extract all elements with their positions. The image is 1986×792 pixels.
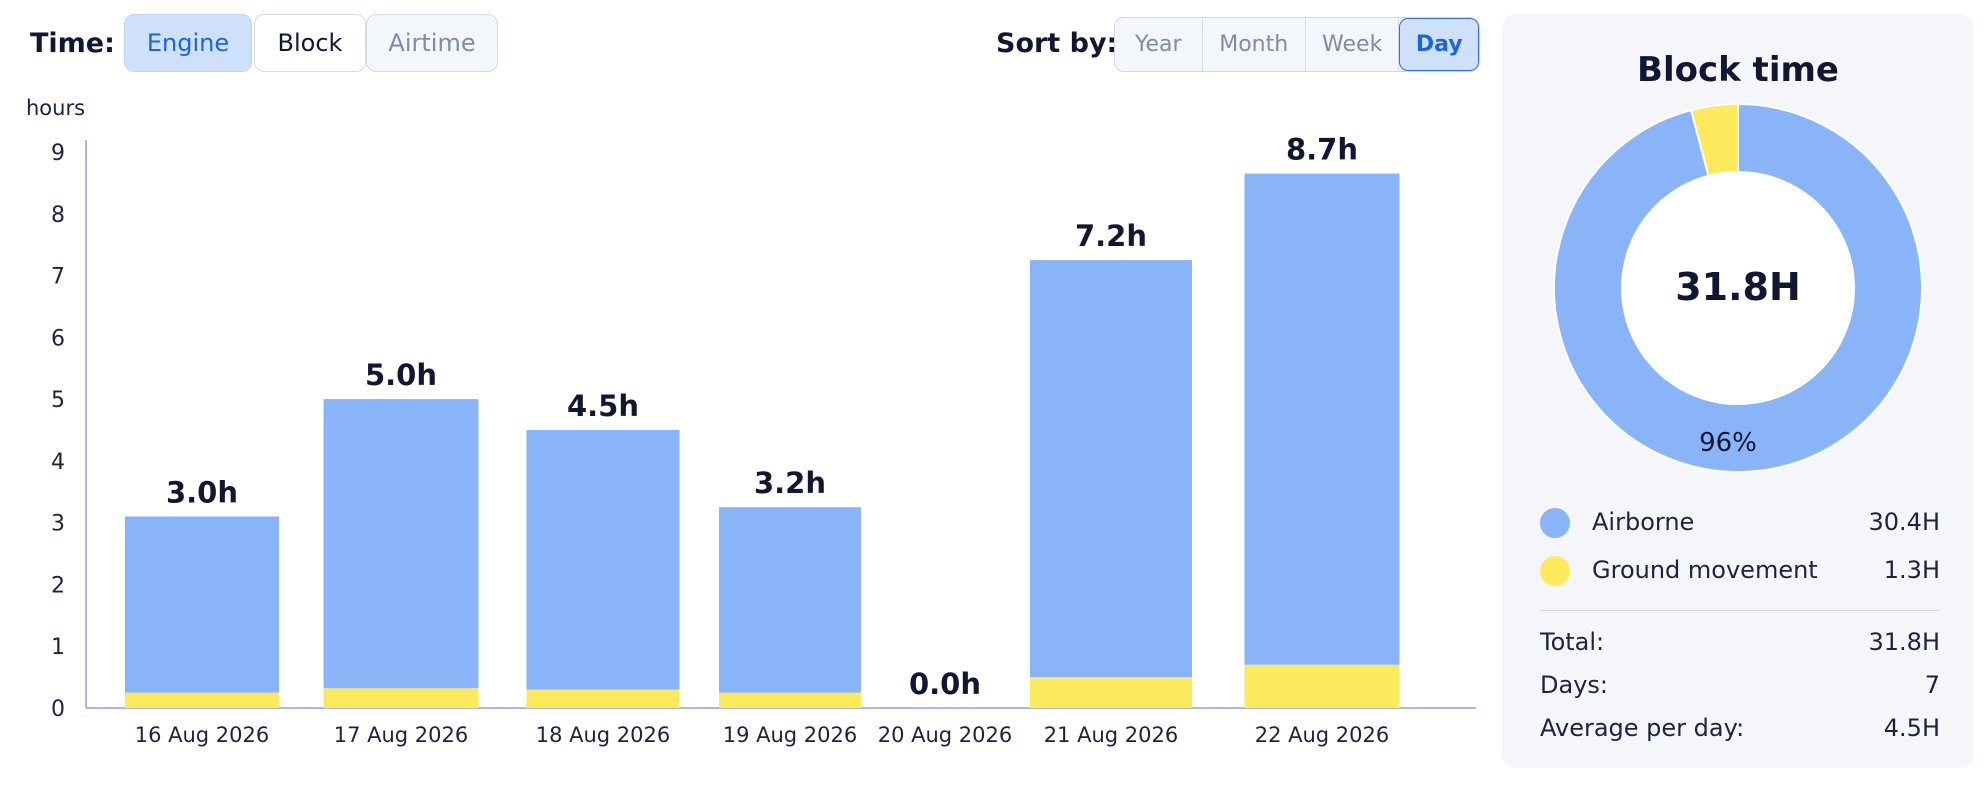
- summary-total-value: 31.8H: [1868, 628, 1940, 656]
- y-tick-label: 0: [51, 697, 65, 722]
- sort-by-label: Sort by:: [996, 28, 1118, 59]
- bar-data-label: 7.2h: [1075, 219, 1147, 253]
- donut-center-label: 31.8H: [1675, 265, 1801, 309]
- airtime-tab[interactable]: Airtime: [366, 14, 498, 72]
- donut-hole: [1623, 173, 1853, 403]
- bar-segment-ground-movement: [1030, 677, 1192, 708]
- y-tick-label: 8: [51, 203, 65, 228]
- block-time-donut-chart: 31.8H 96%: [1553, 102, 1923, 473]
- y-tick-label: 2: [51, 573, 65, 598]
- bar-segment-ground-movement: [719, 692, 861, 708]
- donut-slice-ground-movement: [1689, 102, 1739, 178]
- bar-data-label: 3.2h: [754, 466, 826, 500]
- x-tick-label: 21 Aug 2026: [1044, 723, 1179, 747]
- x-tick-label: 19 Aug 2026: [723, 723, 858, 747]
- y-tick-label: 7: [51, 265, 65, 290]
- daily-hours-bar-chart: hours 0 1 2 3 4 5 6 7 8 9 3.0h 16 Aug 2026 5.0h 17 Aug…: [26, 96, 1476, 747]
- x-tick-label: 20 Aug 2026: [878, 723, 1013, 747]
- ground-movement-swatch: [1540, 556, 1570, 586]
- y-tick-label: 3: [51, 512, 65, 537]
- donut-slice-percent-label: 96%: [1699, 428, 1757, 458]
- summary-total-label: Total:: [1540, 628, 1605, 656]
- bar-segment-ground-movement: [323, 688, 479, 708]
- bar-segment-airborne: [1244, 173, 1400, 665]
- legend-item-ground-movement: Ground movement 1.3H: [1540, 550, 1940, 590]
- airborne-swatch: [1540, 508, 1570, 538]
- summary-average-value: 4.5H: [1883, 714, 1940, 742]
- sort-week-button[interactable]: Week: [1306, 18, 1400, 71]
- y-tick-label: 1: [51, 635, 65, 660]
- x-tick-label: 17 Aug 2026: [334, 723, 469, 747]
- bar-segment-airborne: [719, 507, 861, 693]
- block-tab[interactable]: Block: [254, 14, 366, 72]
- legend-value-ground-movement: 1.3H: [1883, 556, 1940, 584]
- y-axis-label: hours: [26, 96, 85, 120]
- summary-divider: [1540, 610, 1940, 611]
- x-tick-label: 18 Aug 2026: [536, 723, 671, 747]
- summary-average: Average per day: 4.5H: [1540, 714, 1940, 750]
- y-tick-label: 9: [51, 141, 65, 166]
- panel-title: Block time: [1637, 50, 1839, 90]
- bar-segment-ground-movement: [1244, 664, 1400, 708]
- block-time-panel: Block time 31.8H 96% Airborne 30.4H Groun…: [1502, 14, 1974, 768]
- donut-slice-airborne: [1553, 102, 1923, 473]
- summary-average-label: Average per day:: [1540, 714, 1745, 742]
- legend-item-airborne: Airborne 30.4H: [1540, 502, 1940, 542]
- sort-year-button[interactable]: Year: [1115, 18, 1203, 71]
- sort-month-button[interactable]: Month: [1203, 18, 1306, 71]
- bar-segment-airborne: [125, 516, 279, 693]
- bar-data-label: 0.0h: [909, 667, 981, 701]
- bar-segment-airborne: [323, 399, 479, 689]
- bar-segment-ground-movement: [125, 692, 279, 708]
- legend-value-airborne: 30.4H: [1868, 508, 1940, 536]
- summary-days-label: Days:: [1540, 671, 1608, 699]
- legend-label-ground-movement: Ground movement: [1592, 556, 1818, 584]
- sort-by-group: Year Month Week Day: [1114, 17, 1480, 72]
- engine-tab[interactable]: Engine: [124, 14, 252, 72]
- x-tick-label: 22 Aug 2026: [1255, 723, 1390, 747]
- bar-data-label: 8.7h: [1286, 133, 1358, 167]
- x-tick-label: 16 Aug 2026: [135, 723, 270, 747]
- bar-segment-ground-movement: [526, 689, 680, 708]
- bar-data-label: 5.0h: [365, 358, 437, 392]
- summary-total: Total: 31.8H: [1540, 628, 1940, 664]
- bar-segment-airborne: [526, 430, 680, 690]
- bar-data-label: 4.5h: [567, 389, 639, 423]
- y-tick-label: 5: [51, 388, 65, 413]
- y-tick-label: 6: [51, 326, 65, 351]
- summary-days: Days: 7: [1540, 671, 1940, 707]
- summary-days-value: 7: [1924, 671, 1940, 699]
- bar-data-label: 3.0h: [166, 475, 238, 509]
- legend-label-airborne: Airborne: [1592, 508, 1695, 536]
- bar-segment-airborne: [1030, 260, 1192, 678]
- time-filter-label: Time:: [30, 28, 115, 59]
- sort-day-button[interactable]: Day: [1399, 18, 1479, 71]
- y-tick-label: 4: [51, 450, 65, 475]
